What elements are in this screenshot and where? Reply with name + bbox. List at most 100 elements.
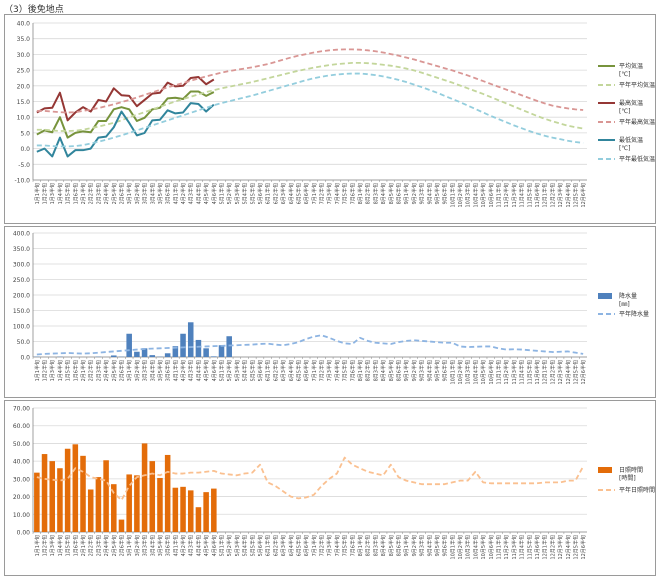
x-tick-label: 3月2半旬 xyxy=(134,360,141,381)
bar xyxy=(49,461,55,532)
x-tick-label: 7月3半旬 xyxy=(326,183,333,204)
x-tick-label: 9月5半旬 xyxy=(434,183,441,204)
x-tick-label: 1月2半旬 xyxy=(42,183,49,204)
x-tick-label: 6月3半旬 xyxy=(280,183,287,204)
legend-item-平均気温: 平均気温[℃] xyxy=(598,62,643,78)
x-tick-label: 11月5半旬 xyxy=(526,360,533,385)
x-tick-label: 4月4半旬 xyxy=(195,360,202,381)
x-tick-label: 11月3半旬 xyxy=(511,360,518,385)
x-tick-label: 2月3半旬 xyxy=(95,535,102,556)
x-tick-label: 6月1半旬 xyxy=(265,183,272,204)
y-tick-label: 40.0 xyxy=(17,21,31,28)
x-tick-label: 2月6半旬 xyxy=(118,360,125,381)
x-tick-label: 1月2半旬 xyxy=(42,535,49,556)
x-tick-label: 8月6半旬 xyxy=(395,360,402,381)
legend-item-平年最低気温: 平年最低気温 xyxy=(598,155,655,163)
x-tick-label: 9月6半旬 xyxy=(442,360,449,381)
y-tick-label: 35.0 xyxy=(17,36,31,43)
bar xyxy=(126,334,132,357)
x-tick-label: 9月2半旬 xyxy=(411,183,418,204)
x-tick-label: 6月4半旬 xyxy=(288,360,295,381)
bar xyxy=(142,443,148,532)
x-tick-label: 9月1半旬 xyxy=(403,360,410,381)
y-tick-label: 0.0 xyxy=(20,146,30,153)
y-tick-label: 20.00 xyxy=(13,494,30,501)
x-tick-label: 10月2半旬 xyxy=(457,183,464,208)
x-tick-label: 7月2半旬 xyxy=(319,183,326,204)
x-tick-label: 9月2半旬 xyxy=(411,535,418,556)
y-tick-label: 70.00 xyxy=(13,406,30,413)
y-tick-label: 200.0 xyxy=(13,293,30,300)
x-tick-label: 7月1半旬 xyxy=(311,360,318,381)
y-tick-label: 5.0 xyxy=(20,130,30,137)
series-平年降水量 xyxy=(37,335,583,354)
x-tick-label: 6月2半旬 xyxy=(272,535,279,556)
x-tick-label: 10月1半旬 xyxy=(449,360,456,385)
x-tick-label: 3月1半旬 xyxy=(126,535,133,556)
x-tick-label: 5月6半旬 xyxy=(257,360,264,381)
x-tick-label: 3月4半旬 xyxy=(149,183,156,204)
x-tick-label: 4月6半旬 xyxy=(211,360,218,381)
x-tick-label: 10月5半旬 xyxy=(480,360,487,385)
x-tick-label: 2月2半旬 xyxy=(88,535,95,556)
y-tick-label: 10.00 xyxy=(13,512,30,519)
x-tick-label: 2月4半旬 xyxy=(103,183,110,204)
x-tick-label: 10月3半旬 xyxy=(465,535,472,560)
x-tick-label: 8月3半旬 xyxy=(372,535,379,556)
y-tick-label: 0.00 xyxy=(17,530,31,537)
x-tick-label: 9月4半旬 xyxy=(426,535,433,556)
x-tick-label: 9月3半旬 xyxy=(419,535,426,556)
bar xyxy=(173,488,179,532)
legend-item-平年最高気温: 平年最高気温 xyxy=(598,118,655,126)
x-tick-label: 5月1半旬 xyxy=(219,360,226,381)
y-tick-label: 10.0 xyxy=(17,115,31,122)
x-tick-label: 11月6半旬 xyxy=(534,535,541,560)
legend-label: 平年最高気温 xyxy=(619,118,655,126)
legend-label: 平年最低気温 xyxy=(619,155,655,163)
x-tick-label: 12月5半旬 xyxy=(572,535,579,560)
x-tick-label: 2月2半旬 xyxy=(88,360,95,381)
x-tick-label: 8月3半旬 xyxy=(372,183,379,204)
x-tick-label: 2月3半旬 xyxy=(95,183,102,204)
bar xyxy=(203,492,209,532)
x-tick-label: 10月4半旬 xyxy=(472,183,479,208)
x-tick-label: 4月3半旬 xyxy=(188,535,195,556)
x-tick-label: 8月4半旬 xyxy=(380,535,387,556)
bar xyxy=(196,340,202,357)
x-tick-label: 4月3半旬 xyxy=(188,183,195,204)
series-line xyxy=(37,49,583,112)
x-tick-label: 3月4半旬 xyxy=(149,360,156,381)
x-tick-label: 10月5半旬 xyxy=(480,183,487,208)
y-tick-label: 15.0 xyxy=(17,99,31,106)
legend-item-最低気温: 最低気温[℃] xyxy=(598,136,643,152)
x-tick-label: 12月2半旬 xyxy=(549,183,556,208)
x-tick-label: 8月5半旬 xyxy=(388,360,395,381)
x-tick-label: 8月6半旬 xyxy=(395,535,402,556)
y-tick-label: -10.0 xyxy=(14,178,30,185)
x-tick-label: 7月3半旬 xyxy=(326,535,333,556)
x-tick-label: 7月6半旬 xyxy=(349,183,356,204)
x-tick-label: 5月3半旬 xyxy=(234,535,241,556)
x-tick-label: 1月4半旬 xyxy=(57,360,64,381)
sunshine-chart: 0.0010.0020.0030.0040.0050.0060.0070.001… xyxy=(5,401,655,575)
legend-label: 最高気温 xyxy=(619,99,643,107)
series-降水量 xyxy=(34,322,232,357)
x-tick-label: 5月1半旬 xyxy=(219,183,226,204)
x-tick-label: 10月6半旬 xyxy=(488,360,495,385)
series-平年最高気温 xyxy=(37,49,583,112)
x-tick-label: 12月5半旬 xyxy=(572,183,579,208)
x-tick-label: 10月1半旬 xyxy=(449,535,456,560)
x-tick-label: 10月3半旬 xyxy=(465,360,472,385)
y-tick-label: 100.0 xyxy=(13,324,30,331)
legend-swatch xyxy=(598,293,612,299)
x-tick-label: 4月4半旬 xyxy=(195,535,202,556)
x-tick-label: 10月6半旬 xyxy=(488,183,495,208)
legend-label: 日照時間 xyxy=(619,466,643,474)
x-tick-label: 7月4半旬 xyxy=(334,535,341,556)
x-tick-label: 6月1半旬 xyxy=(265,360,272,381)
x-tick-label: 3月2半旬 xyxy=(134,183,141,204)
x-tick-label: 7月2半旬 xyxy=(319,360,326,381)
x-tick-label: 1月3半旬 xyxy=(49,360,56,381)
x-tick-label: 1月6半旬 xyxy=(72,535,79,556)
